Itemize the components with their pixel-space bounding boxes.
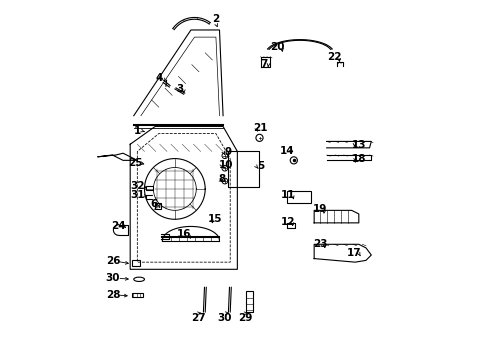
Text: 20: 20 [269, 42, 284, 52]
Text: 30: 30 [105, 273, 120, 283]
Text: 2: 2 [212, 14, 219, 24]
Text: 3: 3 [176, 84, 183, 94]
Bar [287, 191, 310, 203]
Text: 8: 8 [218, 174, 225, 184]
Text: 29: 29 [238, 312, 252, 323]
Bar [132, 260, 140, 266]
Text: 7: 7 [260, 59, 267, 69]
Text: 26: 26 [105, 256, 120, 266]
Text: 10: 10 [218, 160, 233, 170]
Text: 24: 24 [111, 221, 126, 231]
Text: 32: 32 [130, 181, 145, 192]
Bar [246, 291, 253, 312]
Text: 6: 6 [150, 199, 158, 209]
Text: 1: 1 [133, 126, 141, 136]
Text: 16: 16 [176, 229, 191, 239]
Text: 13: 13 [351, 140, 366, 150]
Text: 11: 11 [280, 190, 295, 200]
Text: 19: 19 [312, 204, 327, 214]
Text: 30: 30 [217, 312, 232, 323]
Bar [132, 293, 142, 297]
Text: 5: 5 [256, 161, 264, 171]
Text: 31: 31 [130, 190, 145, 200]
Text: 18: 18 [351, 154, 366, 164]
Bar [146, 186, 152, 190]
Text: 12: 12 [280, 217, 295, 227]
Bar [155, 203, 160, 209]
Text: 25: 25 [128, 158, 142, 168]
Text: 15: 15 [207, 213, 222, 224]
Text: 22: 22 [326, 53, 341, 63]
Text: 4: 4 [155, 73, 162, 83]
Text: 9: 9 [224, 147, 231, 157]
Text: 27: 27 [190, 312, 205, 323]
Text: 23: 23 [312, 239, 327, 249]
Text: 14: 14 [279, 146, 293, 156]
Text: 28: 28 [105, 290, 120, 300]
Text: 21: 21 [253, 123, 267, 133]
Text: 17: 17 [346, 248, 361, 258]
